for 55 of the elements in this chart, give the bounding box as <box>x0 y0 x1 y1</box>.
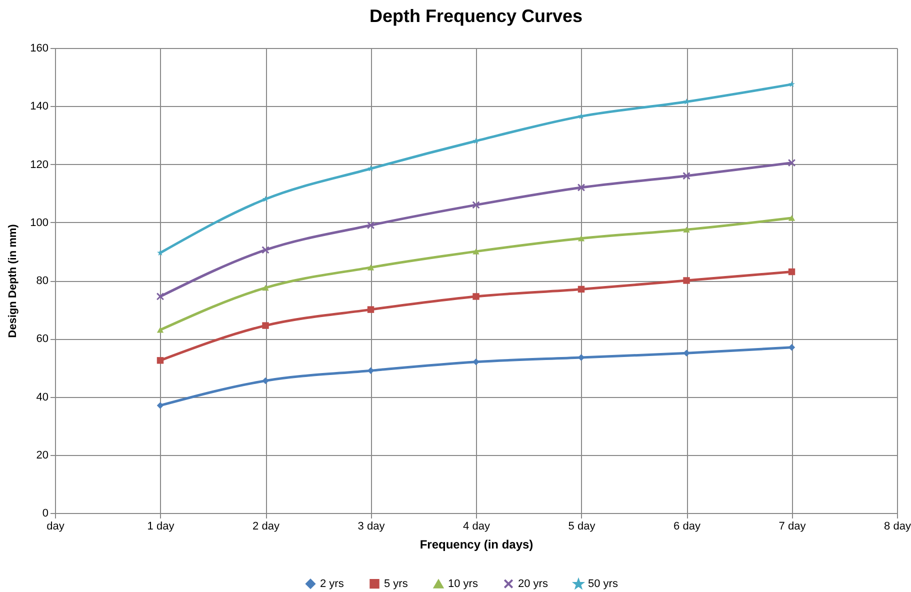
point <box>578 235 585 242</box>
chart-title: Depth Frequency Curves <box>369 6 583 26</box>
point <box>367 367 374 374</box>
point <box>262 284 269 291</box>
point <box>472 293 480 300</box>
point <box>788 80 795 88</box>
point <box>367 306 374 313</box>
y-tick-label: 60 <box>36 333 48 346</box>
point <box>683 277 690 284</box>
y-tick-label: 140 <box>30 100 48 113</box>
x-tick-label: 6 day <box>674 520 701 532</box>
point <box>578 112 584 120</box>
point <box>367 264 374 270</box>
legend-label: 20 yrs <box>518 578 548 590</box>
legend-label: 5 yrs <box>384 578 408 590</box>
legend-label: 10 yrs <box>448 578 478 590</box>
point <box>472 201 480 209</box>
point <box>682 172 690 180</box>
x-tick-label: 7 day <box>778 520 806 532</box>
point <box>788 268 796 276</box>
y-tick-label: 20 <box>36 449 48 462</box>
point <box>788 215 796 221</box>
point <box>472 248 480 254</box>
y-tick-label: 0 <box>42 508 48 520</box>
x-axis-title: Frequency (in days) <box>420 538 534 552</box>
x-tick-label: 1 day <box>147 520 175 532</box>
point <box>472 358 480 366</box>
point <box>577 184 586 192</box>
point <box>578 286 585 293</box>
point <box>156 402 164 409</box>
x-tick-label: day <box>46 520 65 532</box>
y-tick-label: 80 <box>36 275 48 287</box>
point <box>262 246 270 254</box>
point <box>156 327 164 333</box>
legend-label: 2 yrs <box>320 578 344 590</box>
point <box>788 158 796 167</box>
x-tick-label: 2 day <box>252 520 280 532</box>
y-tick-label: 40 <box>36 391 48 404</box>
x-tick-label: 5 day <box>568 520 596 532</box>
x-tick-label: 8 day <box>884 520 911 532</box>
y-tick-label: 100 <box>30 216 48 229</box>
x-tick-label: 3 day <box>358 520 386 532</box>
y-tick-label: 120 <box>30 158 48 171</box>
point <box>683 350 690 357</box>
point <box>788 344 796 351</box>
point <box>262 377 269 384</box>
y-tick-label: 160 <box>30 42 48 54</box>
point <box>262 322 269 329</box>
point <box>366 221 375 230</box>
legend-label: 50 yrs <box>588 578 618 590</box>
point <box>683 226 690 233</box>
y-axis-title: Design Depth (in mm) <box>7 224 20 338</box>
x-tick-label: 4 day <box>463 520 490 532</box>
point <box>156 292 164 300</box>
point <box>156 357 164 364</box>
